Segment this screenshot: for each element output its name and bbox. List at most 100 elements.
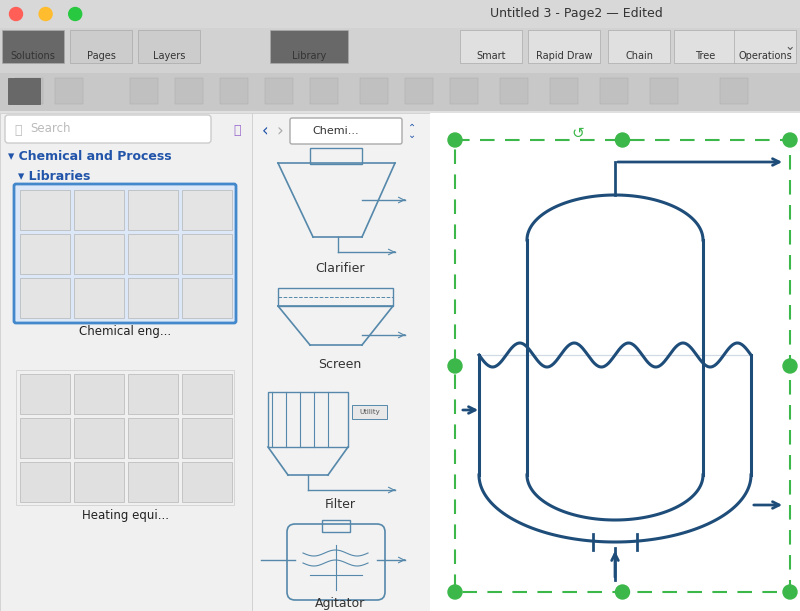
Bar bbox=[20, 418, 70, 458]
Text: Chain: Chain bbox=[625, 51, 653, 61]
Text: ›: › bbox=[276, 122, 282, 140]
Bar bbox=[128, 374, 178, 414]
Text: Smart: Smart bbox=[476, 51, 506, 61]
Bar bbox=[2, 30, 64, 63]
Bar bbox=[128, 278, 178, 318]
Text: ⌃: ⌃ bbox=[408, 123, 416, 133]
Circle shape bbox=[783, 359, 797, 373]
Text: Chemi...: Chemi... bbox=[313, 126, 359, 136]
Text: ⌕: ⌕ bbox=[14, 123, 22, 136]
Circle shape bbox=[448, 359, 462, 373]
Bar bbox=[128, 418, 178, 458]
Bar bbox=[182, 190, 232, 230]
Text: Solutions: Solutions bbox=[10, 51, 55, 61]
Text: Search: Search bbox=[30, 122, 70, 136]
Bar bbox=[55, 78, 83, 104]
Circle shape bbox=[448, 585, 462, 599]
Bar bbox=[74, 462, 124, 502]
Bar bbox=[74, 374, 124, 414]
Bar bbox=[608, 30, 670, 63]
Bar bbox=[278, 288, 393, 306]
Circle shape bbox=[39, 7, 52, 21]
Bar bbox=[74, 418, 124, 458]
Bar bbox=[20, 374, 70, 414]
Bar bbox=[405, 78, 433, 104]
Bar bbox=[265, 78, 293, 104]
Bar bbox=[0, 73, 800, 111]
Bar bbox=[270, 30, 348, 63]
Text: Clarifier: Clarifier bbox=[315, 262, 365, 274]
Bar bbox=[322, 520, 350, 532]
Bar bbox=[182, 418, 232, 458]
FancyBboxPatch shape bbox=[290, 118, 402, 144]
Bar bbox=[430, 113, 800, 611]
Bar bbox=[74, 278, 124, 318]
Bar bbox=[550, 78, 578, 104]
Bar bbox=[600, 78, 628, 104]
Text: Utility: Utility bbox=[360, 409, 380, 415]
Text: Untitled 3 - Page2 — Edited: Untitled 3 - Page2 — Edited bbox=[490, 7, 662, 21]
FancyBboxPatch shape bbox=[5, 115, 211, 143]
Text: Layers: Layers bbox=[153, 51, 185, 61]
Bar bbox=[360, 78, 388, 104]
Bar bbox=[182, 374, 232, 414]
Bar bbox=[182, 278, 232, 318]
Bar bbox=[175, 78, 203, 104]
Circle shape bbox=[448, 133, 462, 147]
Text: Chemical eng...: Chemical eng... bbox=[79, 326, 171, 338]
Bar bbox=[460, 30, 522, 63]
Bar bbox=[500, 78, 528, 104]
Bar bbox=[720, 78, 748, 104]
Bar bbox=[182, 234, 232, 274]
Bar bbox=[352, 405, 387, 419]
Circle shape bbox=[10, 7, 22, 21]
Bar bbox=[252, 113, 430, 611]
Bar bbox=[0, 113, 252, 611]
Bar bbox=[128, 190, 178, 230]
Circle shape bbox=[783, 133, 797, 147]
Bar bbox=[74, 234, 124, 274]
Bar bbox=[20, 462, 70, 502]
Bar bbox=[8, 78, 40, 104]
Bar bbox=[15, 78, 43, 104]
Text: Library: Library bbox=[292, 51, 326, 61]
Bar bbox=[138, 30, 200, 63]
Bar bbox=[16, 370, 234, 505]
Bar bbox=[70, 30, 132, 63]
Bar bbox=[455, 140, 790, 592]
Text: Filter: Filter bbox=[325, 499, 355, 511]
Text: ▾ Libraries: ▾ Libraries bbox=[18, 169, 90, 183]
Text: ⌄: ⌄ bbox=[785, 40, 795, 54]
Text: ↺: ↺ bbox=[572, 125, 584, 141]
Circle shape bbox=[615, 133, 630, 147]
Text: ‹: ‹ bbox=[262, 122, 269, 140]
Bar bbox=[74, 190, 124, 230]
Text: Tree: Tree bbox=[695, 51, 715, 61]
Bar bbox=[650, 78, 678, 104]
Bar bbox=[674, 30, 736, 63]
Bar bbox=[130, 78, 158, 104]
Bar bbox=[0, 0, 800, 28]
Text: Heating equi...: Heating equi... bbox=[82, 510, 169, 522]
Bar bbox=[182, 462, 232, 502]
Circle shape bbox=[69, 7, 82, 21]
Bar bbox=[268, 392, 348, 447]
Bar bbox=[128, 462, 178, 502]
Bar bbox=[220, 78, 248, 104]
Bar bbox=[310, 78, 338, 104]
Text: ▾ Chemical and Process: ▾ Chemical and Process bbox=[8, 150, 172, 163]
Bar bbox=[528, 30, 600, 63]
Bar bbox=[310, 148, 362, 164]
Text: Rapid Draw: Rapid Draw bbox=[536, 51, 592, 61]
Bar bbox=[20, 234, 70, 274]
Text: ⟐: ⟐ bbox=[234, 123, 241, 136]
Bar bbox=[734, 30, 796, 63]
Text: Operations: Operations bbox=[738, 51, 792, 61]
Circle shape bbox=[783, 585, 797, 599]
Bar bbox=[0, 28, 800, 73]
Text: Pages: Pages bbox=[86, 51, 115, 61]
Text: Screen: Screen bbox=[318, 359, 362, 371]
FancyBboxPatch shape bbox=[14, 184, 236, 323]
Bar bbox=[20, 278, 70, 318]
Bar bbox=[20, 190, 70, 230]
